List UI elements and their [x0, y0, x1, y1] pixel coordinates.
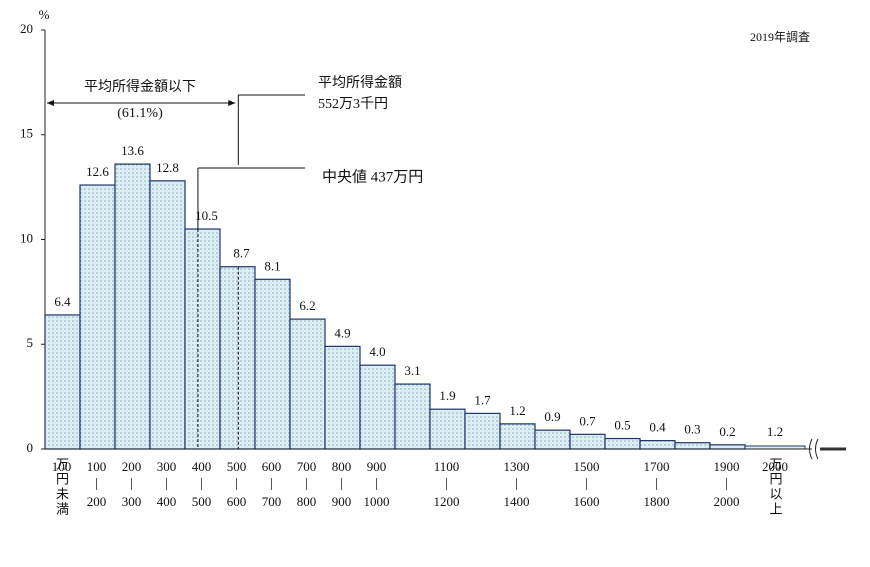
- value-label: 8.7: [233, 246, 250, 261]
- value-label: 10.5: [195, 208, 218, 223]
- mean-label: 552万3千円: [318, 96, 388, 112]
- x-tick-label: 1700: [644, 459, 670, 474]
- bar: [604, 437, 641, 450]
- x-tick-label: 2000: [714, 494, 740, 509]
- value-label: 12.8: [156, 160, 179, 175]
- bar: [359, 364, 396, 450]
- bar: [79, 184, 116, 450]
- x-tick-label: 1400: [504, 494, 530, 509]
- x-tick-label: 1500: [574, 459, 600, 474]
- x-tick-label: 2000: [762, 459, 788, 474]
- value-label: 0.5: [614, 418, 630, 433]
- bar: [429, 408, 466, 450]
- below-mean-share: (61.1%): [117, 106, 163, 121]
- value-label: 0.9: [544, 409, 560, 424]
- y-tick-label: 0: [27, 440, 34, 455]
- value-label: 0.3: [684, 422, 700, 437]
- value-label: 8.1: [264, 258, 280, 273]
- value-label: 0.2: [719, 424, 735, 439]
- x-tick-label: 600: [262, 459, 282, 474]
- x-tick-label: 万円以上: [768, 457, 783, 517]
- x-tick-label: 700: [297, 459, 317, 474]
- x-tick-label: 800: [332, 459, 352, 474]
- mean-title: 平均所得金額: [318, 74, 402, 91]
- x-tick-label: 300: [157, 459, 177, 474]
- x-tick-label: 500: [227, 459, 247, 474]
- y-tick-label: 20: [20, 21, 33, 36]
- x-tick-label: 400: [192, 459, 212, 474]
- bar: [569, 433, 606, 450]
- axis-tail: [820, 447, 846, 451]
- bar: [254, 278, 291, 450]
- value-label: 12.6: [86, 164, 109, 179]
- bar: [709, 444, 746, 450]
- survey-note: 2019年調査: [750, 30, 810, 44]
- x-tick-label: 万円未満: [54, 457, 69, 517]
- y-tick-label: 5: [27, 335, 34, 350]
- bar: [394, 383, 431, 450]
- y-unit: %: [39, 7, 50, 22]
- y-tick-label: 15: [20, 126, 33, 141]
- value-label: 1.2: [509, 403, 525, 418]
- axis-break: [809, 438, 819, 460]
- value-label: 3.1: [404, 363, 420, 378]
- x-tick-label: 100: [87, 459, 107, 474]
- x-tick-label: 600: [227, 494, 247, 509]
- x-tick-label: 1100: [434, 459, 460, 474]
- value-label: 1.7: [474, 392, 491, 407]
- bar: [324, 345, 361, 450]
- x-tick-label: 1000: [364, 494, 390, 509]
- x-tick-label: 100: [52, 459, 72, 474]
- value-label: 0.7: [579, 413, 596, 428]
- median-label: 中央値 437万円: [322, 168, 423, 185]
- x-tick-label: 1800: [644, 494, 670, 509]
- x-tick-label: 200: [122, 459, 142, 474]
- value-label: 13.6: [121, 143, 144, 158]
- bar: [219, 266, 256, 450]
- bar: [184, 228, 221, 450]
- value-label: 1.2: [767, 424, 783, 439]
- value-label: 4.9: [334, 325, 350, 340]
- bar: [44, 314, 81, 450]
- x-tick-label: 1600: [574, 494, 600, 509]
- bar: [464, 412, 501, 450]
- x-tick-label: 700: [262, 494, 282, 509]
- bar: [639, 440, 676, 450]
- x-tick-label: 1900: [714, 459, 740, 474]
- x-tick-label: 800: [297, 494, 317, 509]
- value-label: 4.0: [369, 344, 385, 359]
- x-tick-label: 400: [157, 494, 177, 509]
- bar: [114, 163, 151, 450]
- x-tick-label: 900: [332, 494, 352, 509]
- value-label: 6.4: [54, 294, 71, 309]
- x-tick-label: 1200: [434, 494, 460, 509]
- value-label: 0.4: [649, 420, 666, 435]
- x-tick-label: 900: [367, 459, 387, 474]
- x-tick-label: 1300: [504, 459, 530, 474]
- bar: [674, 442, 711, 450]
- y-tick-label: 10: [20, 230, 33, 245]
- x-tick-label: 200: [87, 494, 107, 509]
- bar: [534, 429, 571, 450]
- value-label: 6.2: [299, 298, 315, 313]
- bar: [289, 318, 326, 450]
- x-tick-label: 300: [122, 494, 142, 509]
- bar: [149, 180, 186, 450]
- below-mean-label: 平均所得金額以下: [84, 78, 196, 95]
- x-tick-label: 500: [192, 494, 212, 509]
- value-label: 1.9: [439, 388, 455, 403]
- bar: [499, 423, 536, 450]
